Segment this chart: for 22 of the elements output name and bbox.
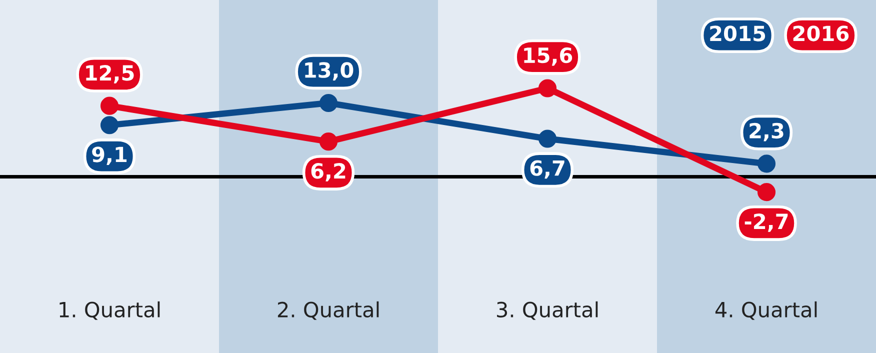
data-label: 9,1	[92, 146, 127, 165]
data-label: 15,6	[524, 47, 572, 66]
data-label: 6,2	[311, 163, 346, 182]
x-tick-label: 3. Quartal	[497, 301, 598, 320]
point	[538, 79, 557, 98]
point	[319, 132, 338, 151]
point	[538, 130, 557, 148]
data-label: 6,7	[530, 160, 564, 179]
point	[100, 116, 119, 134]
data-label: -2,7	[744, 214, 788, 232]
text: 2016	[793, 26, 849, 42]
x-tick-label: 1. Quartal	[60, 301, 160, 320]
x-tick-label: 4. Quartal	[715, 301, 817, 320]
point	[757, 183, 776, 202]
x-tick-label: 2. Quartal	[278, 301, 379, 320]
data-label: 13,0	[305, 62, 354, 81]
point	[100, 96, 119, 115]
point	[319, 94, 338, 112]
data-label: 12,5	[86, 64, 134, 84]
data-label: 2,3	[750, 122, 784, 142]
point	[757, 154, 776, 173]
text: 2015	[710, 26, 766, 42]
